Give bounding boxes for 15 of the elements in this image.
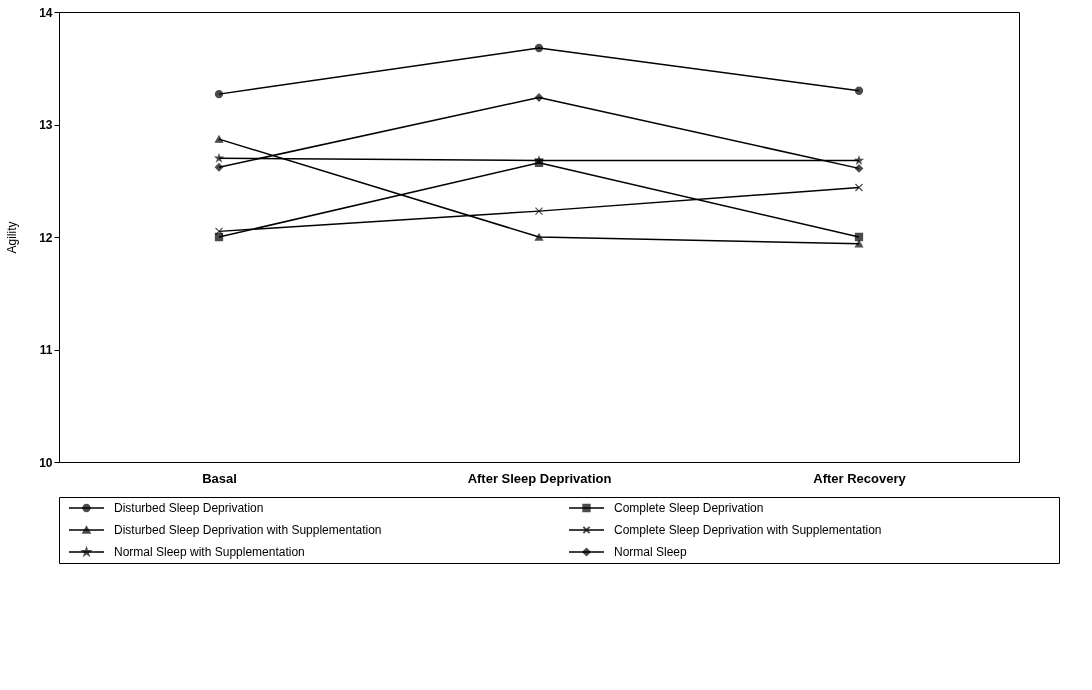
x-tick-label: Basal — [202, 470, 237, 486]
y-tick-label: 10 — [39, 455, 53, 470]
legend-label: Disturbed Sleep Deprivation — [114, 501, 264, 515]
x-tick-label: After Recovery — [813, 470, 907, 486]
legend-label: Disturbed Sleep Deprivation with Supplementation — [114, 523, 382, 537]
y-tick-label: 11 — [39, 343, 53, 357]
x-tick-label: After Sleep Deprivation — [467, 470, 612, 486]
legend-label: Complete Sleep Deprivation with Supplementation — [614, 523, 882, 537]
legend-label: Normal Sleep with Supplementation — [114, 545, 305, 559]
y-tick-label: 12 — [39, 230, 53, 245]
legend-label: Complete Sleep Deprivation — [614, 501, 764, 515]
y-tick-label: 13 — [39, 118, 53, 132]
legend-label: Normal Sleep — [614, 545, 688, 559]
y-tick-label: 14 — [39, 5, 53, 20]
y-axis-title: Agility — [5, 221, 20, 254]
